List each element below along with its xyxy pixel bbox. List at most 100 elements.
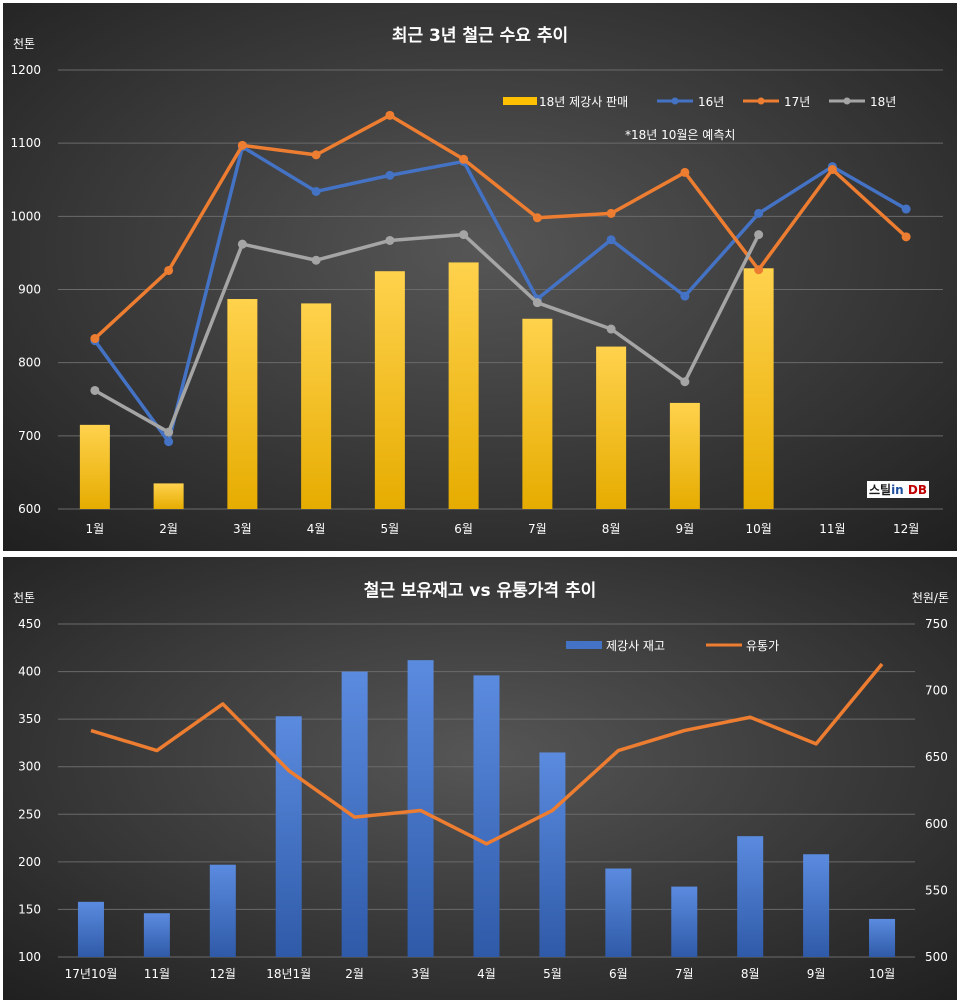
x-tick-label: 11월 [144, 967, 170, 981]
bar-inventory [605, 868, 632, 957]
bar-inventory [407, 660, 434, 957]
x-tick-label: 4월 [307, 522, 326, 536]
point-17년 [754, 265, 764, 275]
x-tick-label: 2월 [345, 967, 364, 981]
x-tick-label: 4월 [477, 967, 496, 981]
steelin-db-logo: 스틸in DB [867, 481, 929, 498]
point-18년 [385, 235, 395, 245]
y2-tick-label: 550 [925, 883, 948, 897]
point-18년 [459, 230, 469, 240]
x-tick-label: 11월 [819, 522, 845, 536]
point-17년 [90, 334, 100, 344]
point-16년 [606, 235, 616, 245]
point-18년 [606, 324, 616, 334]
bar-inventory [209, 864, 236, 957]
bar-18-sales [596, 346, 627, 509]
point-17년 [606, 208, 616, 218]
y-tick-label: 450 [18, 617, 41, 631]
x-tick-label: 10월 [869, 967, 895, 981]
legend-label-inventory: 제강사 재고 [606, 639, 665, 653]
legend-label-18: 18년 [870, 95, 896, 109]
y-tick-label: 800 [18, 356, 41, 370]
bar-18-sales [153, 483, 184, 509]
y-tick-label: 250 [18, 807, 41, 821]
point-17년 [827, 165, 837, 175]
x-tick-label: 18년1월 [266, 967, 311, 981]
x-tick-label: 7월 [675, 967, 694, 981]
x-tick-label: 8월 [602, 522, 621, 536]
chart-title: 최근 3년 철근 수요 추이 [392, 26, 568, 46]
y-tick-label: 700 [18, 429, 41, 443]
y-tick-label: 1000 [10, 209, 41, 223]
y-tick-label: 400 [18, 665, 41, 679]
point-16년 [680, 291, 690, 301]
bar-inventory [737, 836, 764, 957]
line-16년 [93, 145, 907, 444]
inventory-price-chart: 철근 보유재고 vs 유통가격 추이 천톤 천원/톤 100 150 200 250 3… [3, 557, 957, 1000]
x-tick-label: 12월 [893, 522, 919, 536]
x-tick-label: 5월 [543, 967, 562, 981]
x-tick-label: 5월 [381, 522, 400, 536]
bar-inventory [869, 918, 896, 957]
demand-chart-panel: 최근 3년 철근 수요 추이 천톤 600 700 800 900 1000 1100 12… [3, 3, 957, 551]
x-tick-label: 9월 [676, 522, 695, 536]
y-tick-label: 600 [18, 502, 41, 516]
inventory-price-chart-panel: 철근 보유재고 vs 유통가격 추이 천톤 천원/톤 100 150 200 250 3… [3, 557, 957, 1000]
x-tick-label: 17년10월 [65, 967, 118, 981]
forecast-note: *18년 10월은 예측치 [625, 128, 735, 142]
bar-inventory [275, 716, 302, 957]
bar-inventory [803, 854, 830, 957]
line-17년 [93, 113, 908, 340]
legend-marker-16 [671, 97, 679, 105]
y2-tick-label: 700 [925, 684, 948, 698]
y-tick-label: 200 [18, 855, 41, 869]
line-price [90, 662, 884, 846]
point-16년 [754, 208, 764, 218]
y2-tick-label: 500 [925, 950, 948, 964]
point-18년 [532, 298, 542, 308]
y2-tick-label: 650 [925, 750, 948, 764]
point-16년 [385, 170, 395, 180]
y-tick-label: 350 [18, 712, 41, 726]
point-17년 [459, 154, 469, 164]
y-tick-label: 1200 [10, 63, 41, 77]
bar-inventory [143, 913, 170, 957]
x-tick-label: 8월 [741, 967, 760, 981]
legend-label-price: 유통가 [746, 639, 779, 653]
point-17년 [532, 213, 542, 223]
y-tick-label: 1100 [10, 136, 41, 150]
point-18년 [680, 377, 690, 387]
line-18년 [94, 232, 761, 434]
legend-label-17: 17년 [784, 95, 810, 109]
y-tick-label: 900 [18, 283, 41, 297]
point-18년 [237, 239, 247, 249]
point-17년 [237, 140, 247, 150]
y-axis-label: 천톤 [13, 590, 35, 605]
x-tick-label: 6월 [454, 522, 473, 536]
bar-18-sales [522, 318, 553, 509]
svg-text:스틸in DB: 스틸in DB [869, 483, 927, 497]
x-tick-label: 6월 [609, 967, 628, 981]
x-tick-label: 9월 [807, 967, 826, 981]
y-tick-label: 100 [18, 950, 41, 964]
point-16년 [164, 437, 174, 447]
y2-tick-label: 750 [925, 617, 948, 631]
legend-marker-17 [757, 97, 765, 105]
demand-chart: 최근 3년 철근 수요 추이 천톤 600 700 800 900 1000 1100 12… [3, 3, 957, 551]
y-axis-label: 천톤 [13, 36, 35, 51]
y2-axis-label: 천원/톤 [912, 590, 949, 605]
bar-18-sales [448, 262, 479, 509]
point-16년 [901, 204, 911, 214]
legend-marker-18 [843, 97, 851, 105]
bar-inventory [671, 886, 698, 957]
point-18년 [754, 230, 764, 240]
point-17년 [164, 265, 174, 275]
x-tick-label: 12월 [210, 967, 236, 981]
x-tick-label: 10월 [745, 522, 771, 536]
legend-swatch-inventory [566, 641, 602, 649]
point-17년 [311, 150, 321, 160]
point-16년 [311, 186, 321, 196]
legend: 제강사 재고 유통가 [566, 639, 779, 653]
bar-18-sales [227, 299, 258, 509]
point-17년 [680, 167, 690, 177]
